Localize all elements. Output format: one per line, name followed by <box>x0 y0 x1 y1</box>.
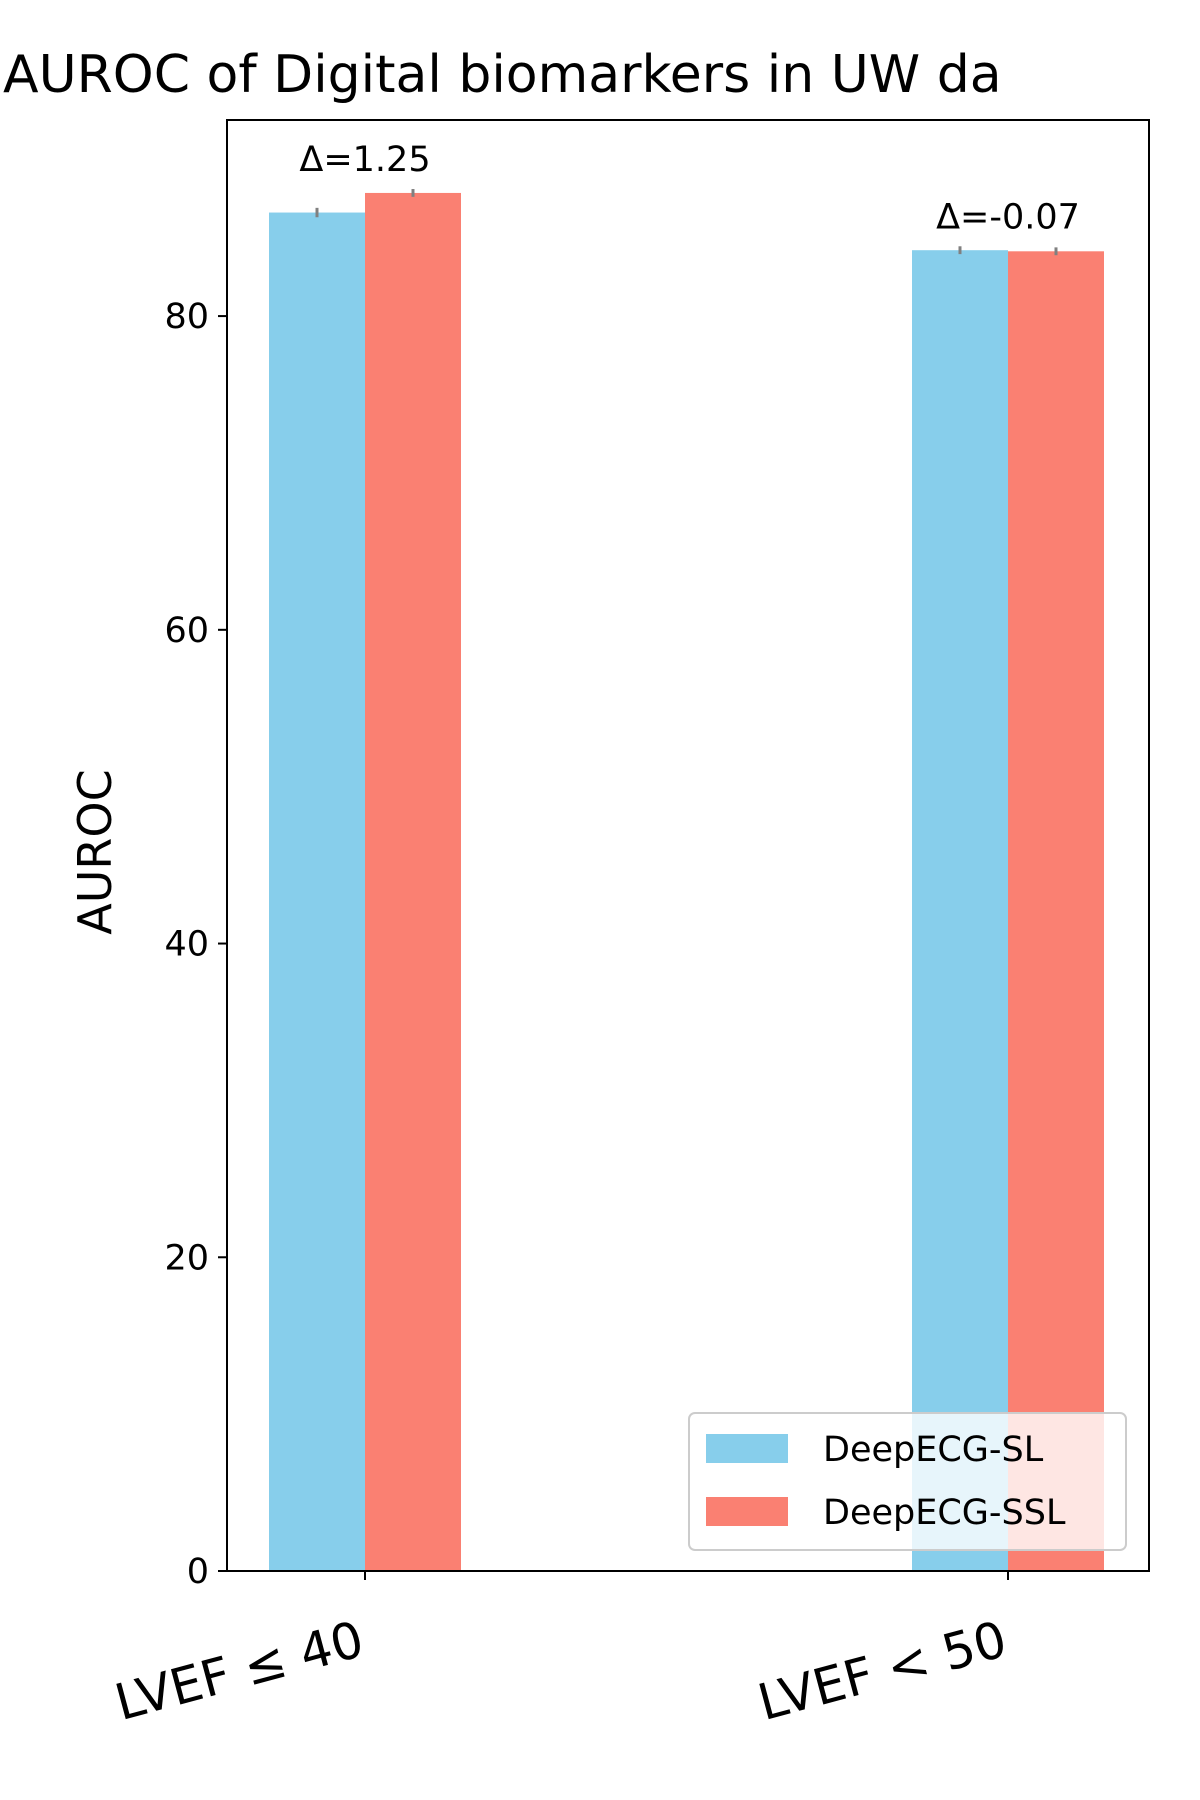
bar-deepecg-sl-1 <box>269 212 365 1571</box>
x-axis: LVEF ≤ 40 LVEF < 50 <box>109 1571 1013 1732</box>
legend-label-deepecg-ssl: DeepECG-SSL <box>823 1493 1066 1533</box>
delta-label-1: Δ=1.25 <box>299 140 430 180</box>
bars-group <box>269 192 1104 1572</box>
chart-title: AUROC of Digital biomarkers in UW da <box>3 45 1002 105</box>
legend-swatch-deepecg-ssl <box>706 1497 788 1526</box>
legend-box <box>688 1412 1127 1551</box>
legend: DeepECG-SL DeepECG-SSL <box>688 1412 1127 1551</box>
y-axis: 0 20 40 60 80 <box>164 297 227 1592</box>
plot-frame <box>226 119 1150 1572</box>
x-tick-label-1: LVEF ≤ 40 <box>109 1610 370 1732</box>
x-tick-label-2: LVEF < 50 <box>752 1610 1013 1732</box>
delta-label-2: Δ=-0.07 <box>936 197 1080 237</box>
delta-annotations: Δ=1.25 Δ=-0.07 <box>299 140 1080 237</box>
legend-label-deepecg-sl: DeepECG-SL <box>823 1430 1044 1470</box>
bar-deepecg-ssl-1 <box>365 192 461 1572</box>
bar-deepecg-sl-2 <box>912 250 1008 1571</box>
y-axis-label: AUROC <box>68 769 122 934</box>
y-tick-label-20: 20 <box>164 1238 209 1278</box>
legend-swatch-deepecg-sl <box>706 1434 788 1463</box>
y-tick-label-0: 0 <box>187 1552 209 1592</box>
y-tick-label-60: 60 <box>164 611 209 651</box>
bar-deepecg-ssl-2 <box>1008 251 1104 1571</box>
y-tick-label-80: 80 <box>164 297 209 337</box>
y-tick-label-40: 40 <box>164 925 209 965</box>
error-bars-group <box>315 189 1058 256</box>
